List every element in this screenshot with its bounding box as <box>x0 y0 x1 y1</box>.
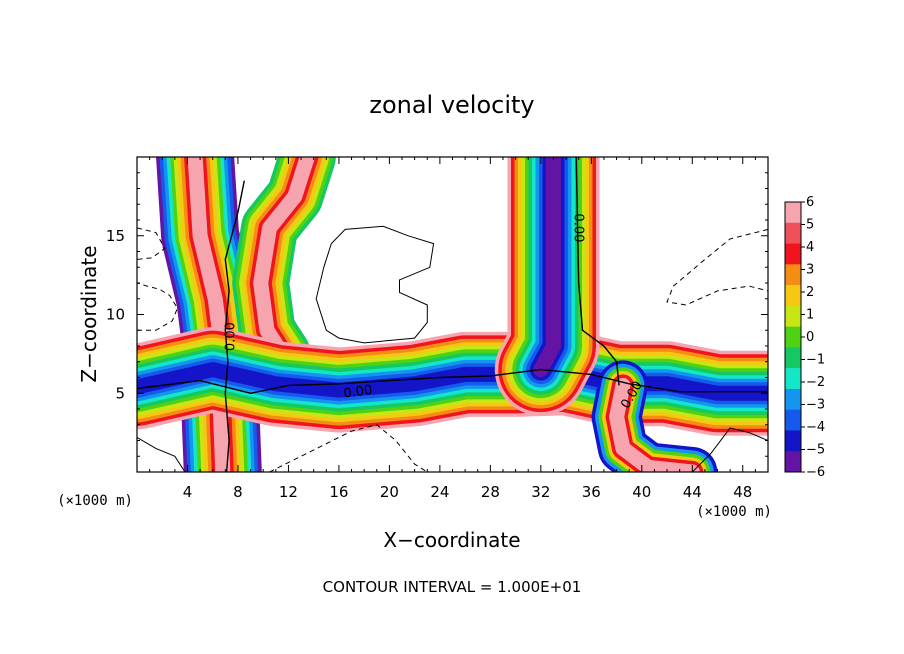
colorbar-swatch-6 <box>785 202 801 224</box>
y-axis-ticks: 5 10 15 <box>106 172 768 457</box>
x-unit-left: (×1000 m) <box>57 493 133 509</box>
colorbar-label--3: −3 <box>806 398 825 413</box>
bottom-right-jet-band-5 <box>609 377 700 472</box>
x-tick-label-32: 32 <box>531 483 550 501</box>
colorbar-swatch-0 <box>785 326 801 348</box>
contour-label-0: 0.00 <box>223 322 238 351</box>
colorbar-label--6: −6 <box>806 465 825 480</box>
colorbar-swatch--5 <box>785 430 801 452</box>
contour-lines <box>137 157 768 472</box>
colorbar-label-4: 4 <box>806 240 814 255</box>
contour-label-text: 0.00 <box>571 213 586 242</box>
solid-contour-bottom-left <box>137 436 186 472</box>
y-axis-label: Z−coordinate <box>77 245 101 382</box>
y-tick-label-5: 5 <box>115 384 125 402</box>
x-tick-label-44: 44 <box>683 483 702 501</box>
x-tick-label-4: 4 <box>183 483 193 501</box>
lower-layer-band-10 <box>137 362 768 401</box>
lower-layer <box>137 327 768 436</box>
colorbar-swatch-5 <box>785 222 801 244</box>
colorbar-swatch--1 <box>785 347 801 369</box>
x-tick-label-36: 36 <box>582 483 601 501</box>
x-tick-label-8: 8 <box>233 483 243 501</box>
colorbar-swatch--3 <box>785 388 801 410</box>
colorbar-label--1: −1 <box>806 353 825 368</box>
colorbar-label-2: 2 <box>806 285 814 300</box>
y-tick-label-15: 15 <box>106 227 125 245</box>
right-jet-band-11 <box>533 157 561 378</box>
colorbar-swatch--4 <box>785 409 801 431</box>
colorbar-swatch-2 <box>785 285 801 307</box>
colorbar-swatch--2 <box>785 368 801 390</box>
colorbar-swatch-1 <box>785 305 801 327</box>
contour-label-1: 0.00 <box>343 383 374 402</box>
contour-interval-note: CONTOUR INTERVAL = 1.000E+01 <box>323 578 582 596</box>
zero-contour-right <box>575 157 620 386</box>
contour-label-2: 0.00 <box>571 213 586 242</box>
upper-jet <box>232 157 336 383</box>
colorbar-label--5: −5 <box>806 443 825 458</box>
x-tick-label-28: 28 <box>481 483 500 501</box>
y-tick-label-10: 10 <box>106 306 125 324</box>
x-tick-label-40: 40 <box>632 483 651 501</box>
colorbar-label-6: 6 <box>806 195 814 210</box>
right-jet <box>494 157 600 416</box>
dashed-contour-left-mid <box>137 282 178 331</box>
dashed-contour-left-top <box>137 227 166 260</box>
solid-contour-bottom-right <box>691 427 768 472</box>
x-axis-ticks: 4 8 12 16 20 24 28 32 36 40 44 48 <box>149 157 756 501</box>
colorbar-label--4: −4 <box>806 420 825 435</box>
colorbar-label-5: 5 <box>806 218 814 233</box>
x-axis-label: X−coordinate <box>383 528 520 552</box>
plot-area: 0.000.000.000.00 4 8 12 16 20 24 28 32 36 40 44 48 … <box>106 156 769 501</box>
colorbar-label-0: 0 <box>806 330 814 345</box>
colorbar-swatch-3 <box>785 264 801 286</box>
closed-contour-upper <box>315 225 435 344</box>
chart-title: zonal velocity <box>369 91 534 119</box>
colorbar-label-1: 1 <box>806 308 814 323</box>
bottom-right-jet <box>591 360 718 472</box>
contour-label-text: 0.00 <box>343 383 374 402</box>
zero-contour-horizontal <box>137 368 768 395</box>
x-tick-label-12: 12 <box>279 483 298 501</box>
upper-jet-band-6 <box>253 157 315 362</box>
colorbar-swatch-4 <box>785 243 801 265</box>
colorbar-label-3: 3 <box>806 263 814 278</box>
x-unit-right: (×1000 m) <box>696 504 772 520</box>
x-tick-label-48: 48 <box>733 483 752 501</box>
x-tick-label-24: 24 <box>430 483 449 501</box>
zero-contour-left <box>224 180 245 472</box>
x-tick-label-20: 20 <box>380 483 399 501</box>
dashed-contour-bottom <box>269 424 428 472</box>
left-jet <box>156 157 262 472</box>
contour-label-text: 0.00 <box>223 322 238 351</box>
x-tick-label-16: 16 <box>329 483 348 501</box>
colorbar: 6 5 4 3 2 1 0 −1 −2 −3 −4 −5 −6 <box>784 195 825 480</box>
velocity-field <box>137 157 768 472</box>
colorbar-label--2: −2 <box>806 375 825 390</box>
colorbar-swatch--6 <box>785 451 801 473</box>
dashed-contour-right <box>666 228 768 306</box>
